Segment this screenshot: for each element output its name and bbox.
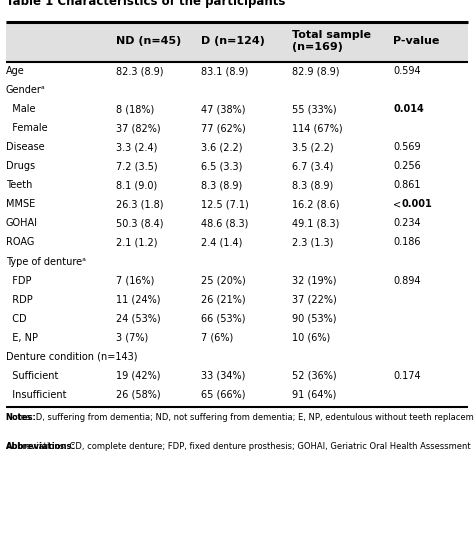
Text: 8.1 (9.0): 8.1 (9.0) <box>116 180 157 190</box>
Text: Sufficient: Sufficient <box>6 371 58 381</box>
Text: E, NP: E, NP <box>6 333 38 343</box>
Text: 0.569: 0.569 <box>393 142 421 152</box>
Text: CD: CD <box>6 314 27 324</box>
Text: 26 (21%): 26 (21%) <box>201 295 246 305</box>
Text: 3.5 (2.2): 3.5 (2.2) <box>292 142 333 152</box>
Text: 8.3 (8.9): 8.3 (8.9) <box>201 180 243 190</box>
Text: 32 (19%): 32 (19%) <box>292 276 336 286</box>
Text: 52 (36%): 52 (36%) <box>292 371 336 381</box>
Text: 2.4 (1.4): 2.4 (1.4) <box>201 237 243 248</box>
Text: 3 (7%): 3 (7%) <box>116 333 148 343</box>
Text: 82.3 (8.9): 82.3 (8.9) <box>116 66 164 76</box>
Text: 7.2 (3.5): 7.2 (3.5) <box>116 161 158 171</box>
Text: ROAG: ROAG <box>6 237 34 248</box>
Text: 0.861: 0.861 <box>393 180 421 190</box>
Text: 6.7 (3.4): 6.7 (3.4) <box>292 161 333 171</box>
Text: 90 (53%): 90 (53%) <box>292 314 336 324</box>
Text: 0.594: 0.594 <box>393 66 421 76</box>
Text: P-value: P-value <box>393 36 440 46</box>
Text: Drugs: Drugs <box>6 161 35 171</box>
Text: 7 (6%): 7 (6%) <box>201 333 234 343</box>
Text: 55 (33%): 55 (33%) <box>292 104 336 114</box>
Text: 10 (6%): 10 (6%) <box>292 333 330 343</box>
Text: 114 (67%): 114 (67%) <box>292 123 342 133</box>
Text: 0.186: 0.186 <box>393 237 421 248</box>
Text: 66 (53%): 66 (53%) <box>201 314 246 324</box>
Text: 6.5 (3.3): 6.5 (3.3) <box>201 161 243 171</box>
Text: 77 (62%): 77 (62%) <box>201 123 246 133</box>
Text: Age: Age <box>6 66 25 76</box>
Text: 26.3 (1.8): 26.3 (1.8) <box>116 199 164 209</box>
Text: 83.1 (8.9): 83.1 (8.9) <box>201 66 249 76</box>
Text: 16.2 (8.6): 16.2 (8.6) <box>292 199 339 209</box>
Text: RDP: RDP <box>6 295 32 305</box>
Bar <box>6 22 468 62</box>
Text: Insufficient: Insufficient <box>6 390 66 400</box>
Text: MMSE: MMSE <box>6 199 35 209</box>
Text: Table 1 Characteristics of the participants: Table 1 Characteristics of the participa… <box>6 0 285 8</box>
Text: Male: Male <box>6 104 35 114</box>
Text: 37 (82%): 37 (82%) <box>116 123 161 133</box>
Text: Abbreviations: CD, complete denture; FDP, fixed denture prosthesis; GOHAI, Geria: Abbreviations: CD, complete denture; FDP… <box>6 442 474 451</box>
Text: 0.014: 0.014 <box>393 104 424 114</box>
Text: 2.3 (1.3): 2.3 (1.3) <box>292 237 333 248</box>
Text: 12.5 (7.1): 12.5 (7.1) <box>201 199 249 209</box>
Text: D (n=124): D (n=124) <box>201 36 265 46</box>
Text: 47 (38%): 47 (38%) <box>201 104 246 114</box>
Text: 37 (22%): 37 (22%) <box>292 295 336 305</box>
Text: 2.1 (1.2): 2.1 (1.2) <box>116 237 158 248</box>
Text: 8.3 (8.9): 8.3 (8.9) <box>292 180 333 190</box>
Text: 7 (16%): 7 (16%) <box>116 276 155 286</box>
Text: 0.256: 0.256 <box>393 161 421 171</box>
Text: 0.894: 0.894 <box>393 276 421 286</box>
Text: 3.3 (2.4): 3.3 (2.4) <box>116 142 157 152</box>
Text: 11 (24%): 11 (24%) <box>116 295 161 305</box>
Text: 25 (20%): 25 (20%) <box>201 276 246 286</box>
Text: 8 (18%): 8 (18%) <box>116 104 155 114</box>
Text: Type of dentureᵃ: Type of dentureᵃ <box>6 256 86 267</box>
Text: Denture condition (n=143): Denture condition (n=143) <box>6 352 137 362</box>
Text: 3.6 (2.2): 3.6 (2.2) <box>201 142 243 152</box>
Text: 50.3 (8.4): 50.3 (8.4) <box>116 218 164 228</box>
Text: 91 (64%): 91 (64%) <box>292 390 336 400</box>
Text: 24 (53%): 24 (53%) <box>116 314 161 324</box>
Text: Total sample
(n=169): Total sample (n=169) <box>292 30 371 52</box>
Text: 19 (42%): 19 (42%) <box>116 371 161 381</box>
Text: Teeth: Teeth <box>6 180 32 190</box>
Text: <: < <box>393 199 401 209</box>
Text: 0.234: 0.234 <box>393 218 421 228</box>
Text: Notes: D, suffering from dementia; ND, not suffering from dementia; E, NP, edent: Notes: D, suffering from dementia; ND, n… <box>6 413 474 422</box>
Text: 65 (66%): 65 (66%) <box>201 390 246 400</box>
Text: 48.6 (8.3): 48.6 (8.3) <box>201 218 249 228</box>
Text: 26 (58%): 26 (58%) <box>116 390 161 400</box>
Text: 49.1 (8.3): 49.1 (8.3) <box>292 218 339 228</box>
Text: Notes:: Notes: <box>6 413 36 422</box>
Text: ND (n=45): ND (n=45) <box>116 36 182 46</box>
Text: 33 (34%): 33 (34%) <box>201 371 246 381</box>
Text: FDP: FDP <box>6 276 31 286</box>
Text: 82.9 (8.9): 82.9 (8.9) <box>292 66 339 76</box>
Text: Abbreviations:: Abbreviations: <box>6 442 75 451</box>
Text: 0.174: 0.174 <box>393 371 421 381</box>
Text: GOHAI: GOHAI <box>6 218 38 228</box>
Text: Genderᵃ: Genderᵃ <box>6 85 46 95</box>
Text: Female: Female <box>6 123 47 133</box>
Text: Disease: Disease <box>6 142 44 152</box>
Text: 0.001: 0.001 <box>402 199 433 209</box>
